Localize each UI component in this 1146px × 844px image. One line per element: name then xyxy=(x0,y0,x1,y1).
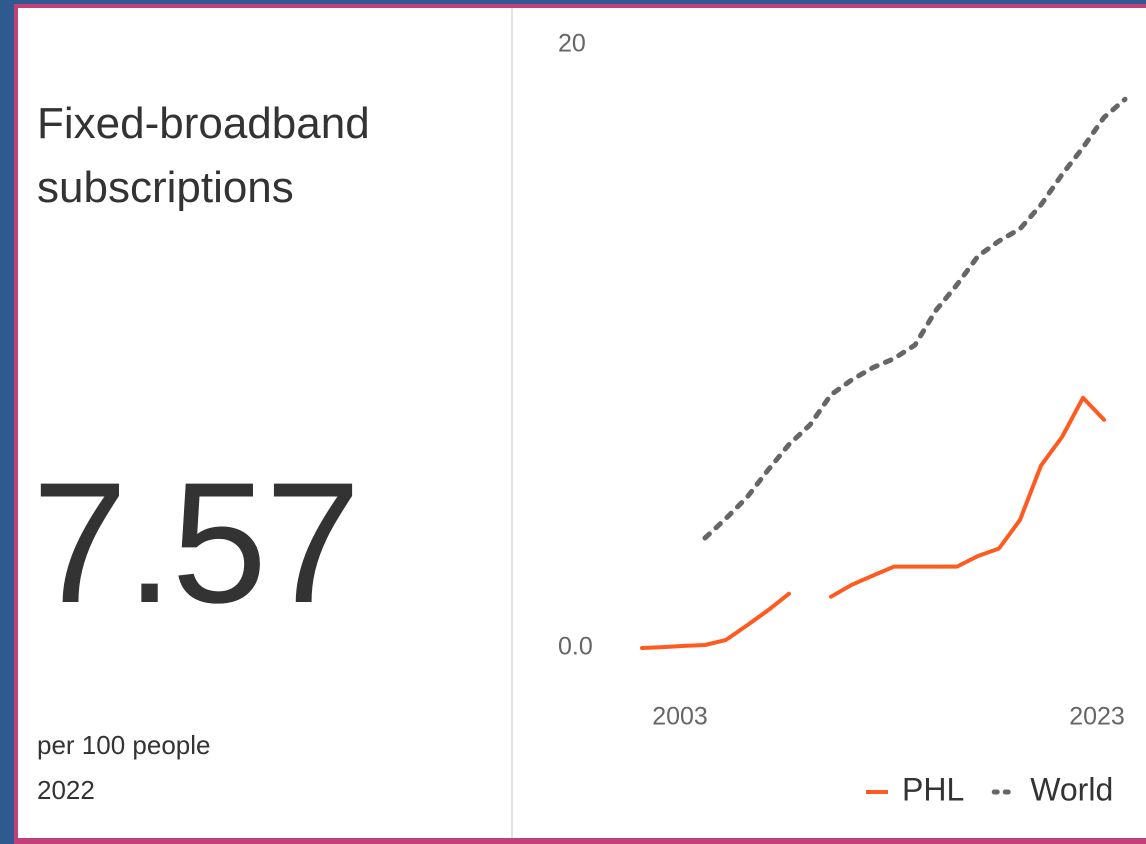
line-series xyxy=(640,395,1106,650)
chart: 0.0 20 2003 2023 PHL World xyxy=(558,30,1128,807)
kpi-year: 2022 xyxy=(37,775,95,805)
line-series xyxy=(702,96,1128,541)
legend-label: World xyxy=(1030,771,1113,807)
card: Fixed-broadband subscriptions 7.57 per 1… xyxy=(18,8,1146,838)
y-tick-label: 20 xyxy=(558,30,586,58)
legend-label: PHL xyxy=(902,771,964,807)
x-tick-label: 2023 xyxy=(1069,703,1125,731)
kpi-panel: Fixed-broadband subscriptions 7.57 per 1… xyxy=(18,8,513,838)
kpi-title: Fixed-broadband subscriptions xyxy=(37,99,370,212)
kpi-unit: per 100 people xyxy=(37,730,211,760)
x-tick-label: 2003 xyxy=(652,703,708,731)
kpi-value: 7.57 xyxy=(32,447,361,639)
y-tick-label: 0.0 xyxy=(558,633,593,661)
